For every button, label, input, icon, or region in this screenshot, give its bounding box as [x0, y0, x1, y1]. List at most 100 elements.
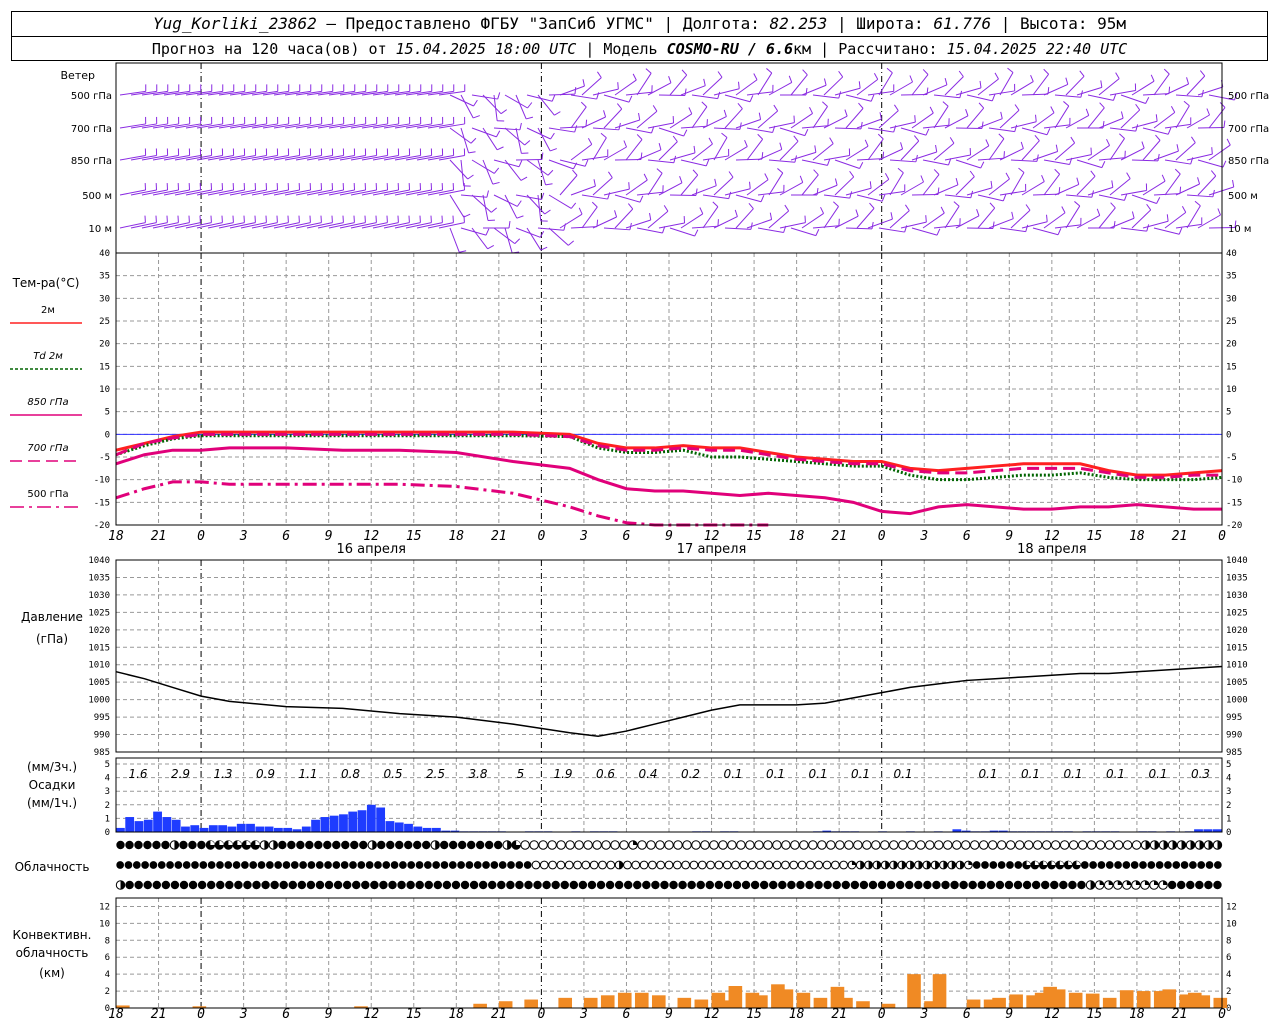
cloud-few-fill [1108, 880, 1113, 885]
cloud-clear-icon [943, 840, 953, 850]
wind-barb-feather [749, 95, 754, 102]
cloud-overcast-icon [143, 880, 152, 890]
cloud-icon [614, 860, 624, 870]
cloud-icon [897, 860, 907, 870]
wind-barb-feather [985, 139, 990, 147]
cloud-icon [947, 860, 957, 870]
wind-barb-shaft [944, 194, 971, 199]
wind-barb-shaft [515, 227, 541, 238]
wind-barb-feather [636, 134, 643, 140]
wind-barb-shaft [405, 189, 432, 196]
wind-barb-shaft [152, 154, 179, 161]
wind-barb-shaft [757, 227, 784, 234]
cloud-icon [1167, 880, 1177, 890]
wind-barb-feather [855, 209, 859, 217]
cloud-icon [1094, 880, 1105, 890]
wind-barb-feather [958, 70, 964, 77]
cloud-clear-icon [564, 860, 574, 870]
wind-barb-shaft [691, 225, 718, 229]
cloud-clear-icon [781, 840, 791, 850]
wind-barb-shaft [658, 182, 683, 196]
wind-barb-shaft [1032, 193, 1060, 196]
cloud-overcast-icon [1059, 880, 1068, 890]
wind-barb-feather [1150, 74, 1155, 82]
wind-barb-shaft [372, 189, 399, 196]
wind-barb-feather [909, 75, 913, 83]
cloud-icon [614, 880, 624, 890]
wind-barb-shaft [570, 106, 587, 129]
wind-barb-shaft [658, 127, 684, 137]
cloud-icon [475, 840, 485, 850]
cloud-half-fill [885, 861, 890, 869]
cloud-icon [324, 880, 334, 890]
wind-barb-shaft [1153, 227, 1180, 235]
wind-barb-feather [815, 229, 820, 236]
temp-ytick-right: 30 [1226, 294, 1237, 304]
wind-barb-shaft [1120, 189, 1147, 196]
cloud-icon [646, 840, 656, 850]
wind-barb-shaft [427, 154, 454, 161]
cloud-half-fill [619, 861, 623, 869]
cloud-overcast-icon [224, 861, 233, 869]
cloud-icon [457, 861, 465, 869]
cloud-overcast-icon [279, 880, 288, 890]
wind-barb-feather [1057, 228, 1062, 235]
temp-title: Тем-ра(°C) [12, 276, 80, 290]
wind-barb-shaft [504, 194, 518, 219]
cloud-icon [314, 840, 323, 850]
cloud-icon [1059, 880, 1068, 890]
cloud-icon [850, 880, 860, 890]
cloud-clear-icon [520, 840, 530, 850]
time-axis-hour-label: 15 [746, 1007, 762, 1022]
cloud-mostly-gap [1051, 861, 1056, 865]
wind-barb-shaft [999, 109, 1020, 129]
time-axis-hour-label: 18 [108, 529, 124, 544]
cloud-icon [823, 880, 832, 890]
wind-barb-shaft [1087, 94, 1114, 101]
wind-barb-shaft [735, 208, 754, 229]
pressure-ytick-right: 1015 [1226, 643, 1248, 653]
wind-barb-shaft [944, 205, 960, 229]
wind-barb-feather [1113, 221, 1116, 229]
wind-barb-shaft [306, 189, 333, 196]
time-axis-hour-label: 21 [1172, 529, 1188, 544]
cloud-few-fill [1163, 880, 1168, 885]
cloud-icon [1149, 880, 1159, 890]
wind-barb-shaft [185, 189, 212, 196]
cloud-overcast-icon [116, 840, 125, 850]
cloud-icon [359, 840, 368, 850]
cloud-icon [574, 840, 584, 850]
cloud-overcast-icon [1186, 880, 1195, 890]
wind-barb-shaft [713, 137, 728, 161]
cloud-clear-icon [772, 860, 782, 870]
wind-barb-feather [1194, 200, 1201, 207]
cloud-icon [1122, 840, 1133, 850]
conv-ytick-left: 6 [105, 953, 110, 963]
wind-barb-feather [580, 101, 587, 108]
wind-barb-shaft [504, 127, 525, 146]
wind-barb-shaft [526, 159, 549, 176]
precip-3h-sum: 1.1 [298, 767, 317, 781]
cloud-clear-icon [529, 840, 539, 850]
cloud-overcast-icon [422, 840, 431, 850]
wind-barb-shaft [878, 72, 893, 96]
convective-bar [634, 992, 649, 1008]
wind-barb-shaft [845, 145, 869, 161]
separator: | [663, 14, 674, 33]
wind-barb-shaft [1021, 181, 1045, 196]
wind-barb-shaft [746, 138, 764, 161]
convective-bar [651, 995, 666, 1008]
cloud-clear-icon [637, 840, 647, 850]
wind-barb-feather [656, 168, 663, 174]
wind-barb-shaft [218, 90, 245, 96]
cloud-mostly-gap [255, 840, 260, 845]
conv-ytick-left: 10 [99, 919, 110, 929]
cloud-overcast-icon [741, 880, 751, 890]
wind-barb-shaft [504, 159, 522, 181]
cloud-few-fill [1144, 880, 1150, 885]
wind-barb-shaft [856, 208, 875, 229]
wind-barb-shaft [1065, 114, 1089, 129]
wind-barb-shaft [427, 123, 454, 129]
wind-barb-feather [1011, 211, 1014, 219]
wind-barb-feather [514, 238, 521, 245]
